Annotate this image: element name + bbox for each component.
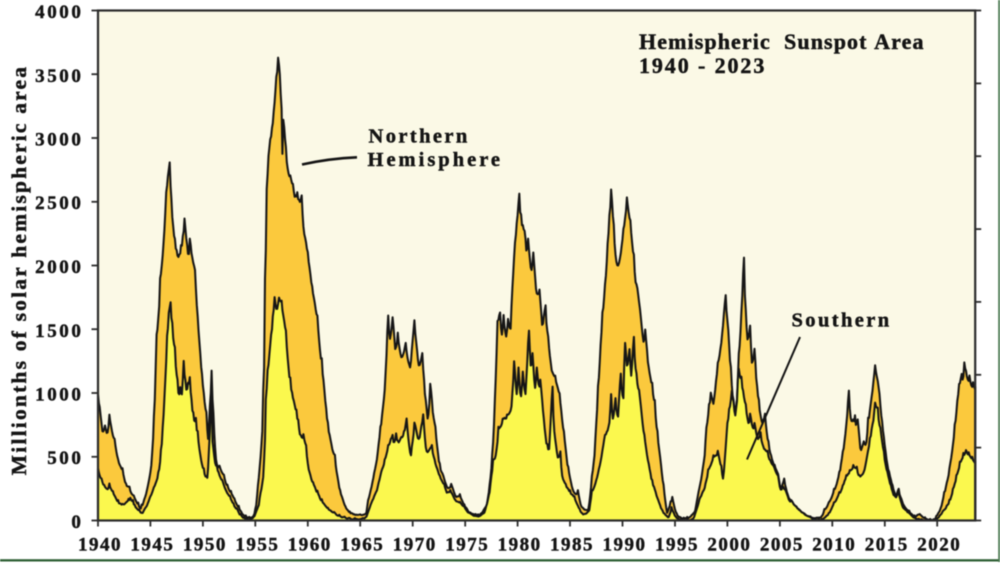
svg-text:1500: 1500 (35, 321, 83, 342)
svg-text:3500: 3500 (35, 66, 83, 87)
svg-text:2000: 2000 (35, 257, 83, 278)
svg-text:1945: 1945 (130, 535, 174, 556)
svg-text:1965: 1965 (340, 535, 384, 556)
svg-text:Hemisphere: Hemisphere (368, 149, 504, 171)
svg-text:1975: 1975 (445, 535, 489, 556)
svg-text:1955: 1955 (235, 535, 279, 556)
svg-text:1950: 1950 (183, 535, 227, 556)
svg-text:1000: 1000 (35, 385, 83, 406)
svg-text:1970: 1970 (393, 535, 437, 556)
svg-text:1960: 1960 (288, 535, 332, 556)
svg-text:1940: 1940 (78, 535, 122, 556)
svg-text:Northern: Northern (369, 126, 470, 148)
svg-text:2000: 2000 (707, 535, 751, 556)
svg-text:Millionths of solar hemispheri: Millionths of solar hemispheric area (7, 65, 31, 475)
svg-text:0: 0 (71, 512, 83, 533)
svg-text:2015: 2015 (865, 535, 909, 556)
svg-text:2005: 2005 (760, 535, 804, 556)
svg-text:1985: 1985 (550, 535, 594, 556)
svg-text:500: 500 (47, 448, 83, 469)
svg-text:Southern: Southern (792, 310, 892, 332)
svg-text:1980: 1980 (498, 535, 542, 556)
svg-text:Hemispheric Sunspot Area: Hemispheric Sunspot Area (639, 29, 925, 54)
svg-text:3000: 3000 (35, 130, 83, 151)
svg-text:2020: 2020 (917, 535, 961, 556)
svg-text:1995: 1995 (655, 535, 699, 556)
svg-text:1940 - 2023: 1940 - 2023 (639, 53, 766, 78)
svg-text:2500: 2500 (35, 193, 83, 214)
svg-text:2010: 2010 (812, 535, 856, 556)
svg-text:4000: 4000 (35, 2, 83, 23)
svg-text:1990: 1990 (603, 535, 647, 556)
